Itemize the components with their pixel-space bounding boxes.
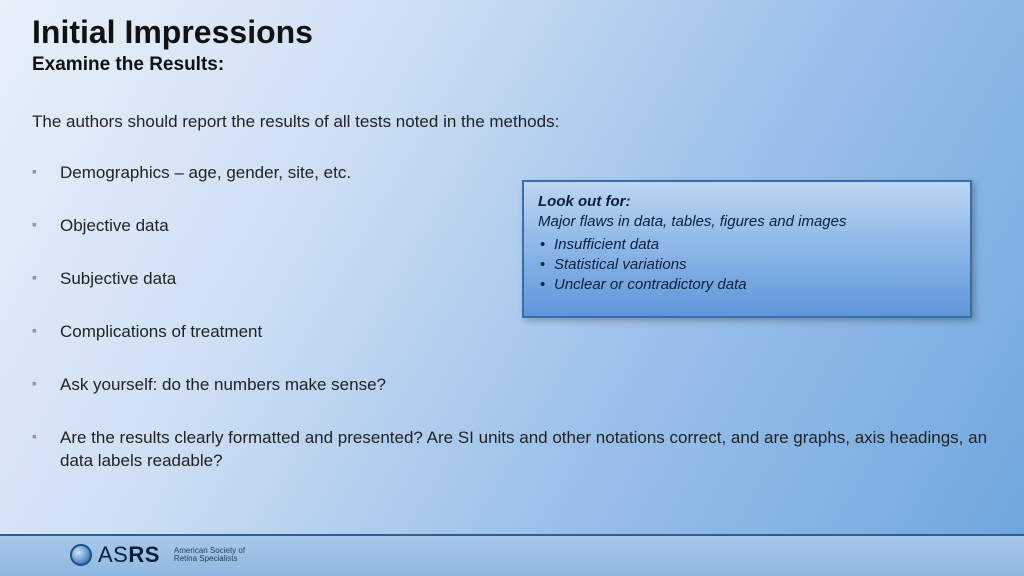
slide-subtitle: Examine the Results:: [32, 54, 224, 76]
list-item: Ask yourself: do the numbers make sense?: [32, 374, 992, 397]
list-item: Are the results clearly formatted and pr…: [32, 427, 992, 473]
globe-icon: [70, 544, 92, 566]
slide: Initial Impressions Examine the Results:…: [0, 0, 1024, 576]
logo-text: ASRS: [98, 542, 160, 568]
logo-tagline: American Society of Retina Specialists: [174, 547, 245, 564]
intro-text: The authors should report the results of…: [32, 112, 559, 132]
logo-tag-line2: Retina Specialists: [174, 555, 245, 563]
callout-subheading: Major flaws in data, tables, figures and…: [538, 212, 956, 232]
slide-title: Initial Impressions: [32, 14, 313, 51]
list-item: Unclear or contradictory data: [538, 275, 956, 295]
list-item: Insufficient data: [538, 235, 956, 255]
logo-rs: RS: [128, 542, 160, 568]
footer-bar: ASRS American Society of Retina Speciali…: [0, 534, 1024, 576]
callout-list: Insufficient data Statistical variations…: [538, 235, 956, 296]
asrs-logo: ASRS American Society of Retina Speciali…: [70, 540, 245, 570]
list-item: Statistical variations: [538, 255, 956, 275]
callout-box: Look out for: Major flaws in data, table…: [522, 180, 972, 318]
list-item: Complications of treatment: [32, 321, 992, 344]
logo-as: AS: [98, 542, 128, 568]
callout-heading: Look out for:: [538, 192, 956, 212]
